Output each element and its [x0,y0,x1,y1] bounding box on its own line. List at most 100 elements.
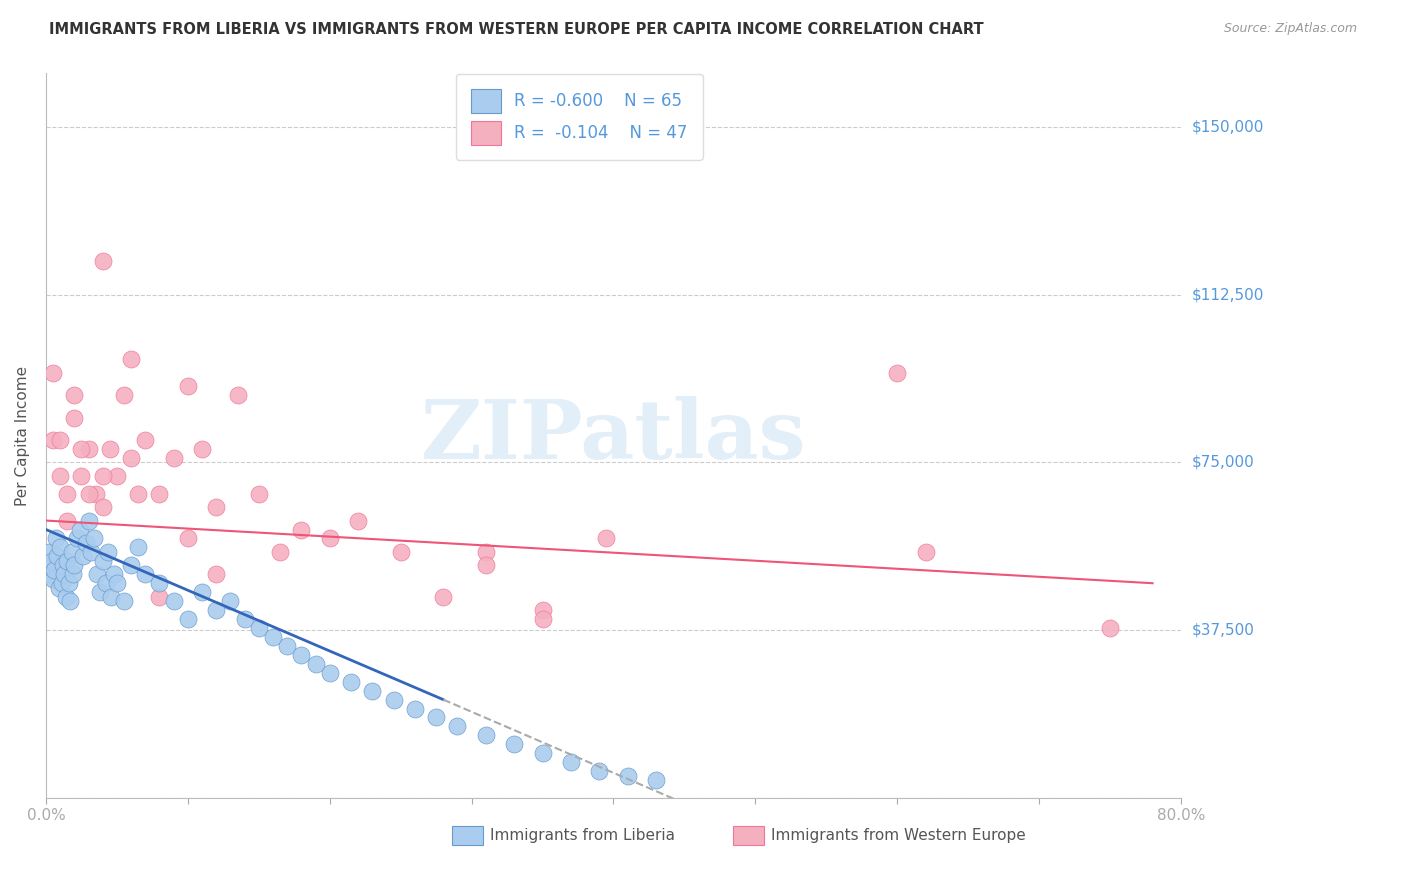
Point [46,549,69,564]
Point [177,532,200,546]
Point [148,590,170,604]
Point [269,545,291,559]
Point [60,545,83,559]
Text: $112,500: $112,500 [1192,287,1264,302]
Legend: R = -0.600    N = 65, R =  -0.104    N = 47: R = -0.600 N = 65, R = -0.104 N = 47 [456,74,703,160]
Point [616,769,638,783]
Point [226,388,249,402]
Point [446,719,468,733]
Point [42,572,65,586]
Point [49,541,72,555]
Point [347,514,370,528]
Point [72,549,94,564]
Point [63,388,86,402]
Point [94,576,117,591]
Point [425,710,447,724]
Point [191,442,214,456]
Point [276,639,298,653]
Y-axis label: Per Capita Income: Per Capita Income [15,366,30,506]
Point [177,612,200,626]
Point [59,594,82,608]
Point [62,567,84,582]
Point [38,545,60,559]
Point [290,648,312,662]
Point [531,747,554,761]
Point [304,657,326,671]
Point [645,773,668,788]
Point [80,545,103,559]
Point [382,692,405,706]
Point [319,532,342,546]
Text: Immigrants from Western Europe: Immigrants from Western Europe [770,828,1026,843]
Point [163,450,186,465]
Point [52,558,75,573]
Point [103,567,125,582]
Point [595,532,617,546]
Point [205,567,228,582]
Point [58,576,80,591]
Point [531,603,554,617]
Point [233,612,256,626]
Point [63,558,86,573]
Point [127,541,149,555]
Point [69,523,91,537]
Point [83,532,105,546]
Text: ZIPatlas: ZIPatlas [420,395,806,475]
Point [163,594,186,608]
Point [475,545,498,559]
Point [389,545,412,559]
Point [475,558,498,573]
Point [77,486,100,500]
Point [148,486,170,500]
Point [56,554,79,568]
Point [886,366,908,380]
Point [42,366,65,380]
Point [191,585,214,599]
Point [49,468,72,483]
Point [134,433,156,447]
Point [91,254,114,268]
Point [432,590,454,604]
Point [37,558,59,573]
Point [44,563,66,577]
Point [219,594,242,608]
Point [56,486,79,500]
Point [63,410,86,425]
Point [49,433,72,447]
Point [91,468,114,483]
Text: $75,000: $75,000 [1192,455,1254,470]
Point [55,590,77,604]
Point [89,585,111,599]
Point [134,567,156,582]
Point [205,500,228,515]
Point [98,442,121,456]
Point [91,500,114,515]
Text: $150,000: $150,000 [1192,120,1264,134]
Point [247,486,270,500]
Point [290,523,312,537]
Point [503,737,526,751]
Point [177,379,200,393]
Point [100,590,122,604]
Point [105,468,128,483]
Text: Immigrants from Liberia: Immigrants from Liberia [489,828,675,843]
Point [97,545,120,559]
Point [70,468,93,483]
Text: $37,500: $37,500 [1192,623,1256,638]
Point [1098,621,1121,635]
Point [53,567,76,582]
Text: IMMIGRANTS FROM LIBERIA VS IMMIGRANTS FROM WESTERN EUROPE PER CAPITA INCOME CORR: IMMIGRANTS FROM LIBERIA VS IMMIGRANTS FR… [49,22,984,37]
Text: Source: ZipAtlas.com: Source: ZipAtlas.com [1223,22,1357,36]
Point [66,532,89,546]
Point [148,576,170,591]
Point [560,756,582,770]
Point [56,514,79,528]
Point [77,514,100,528]
Point [361,683,384,698]
Point [48,581,70,595]
Point [120,352,142,367]
Point [340,674,363,689]
Point [86,567,108,582]
Point [105,576,128,591]
Point [42,433,65,447]
